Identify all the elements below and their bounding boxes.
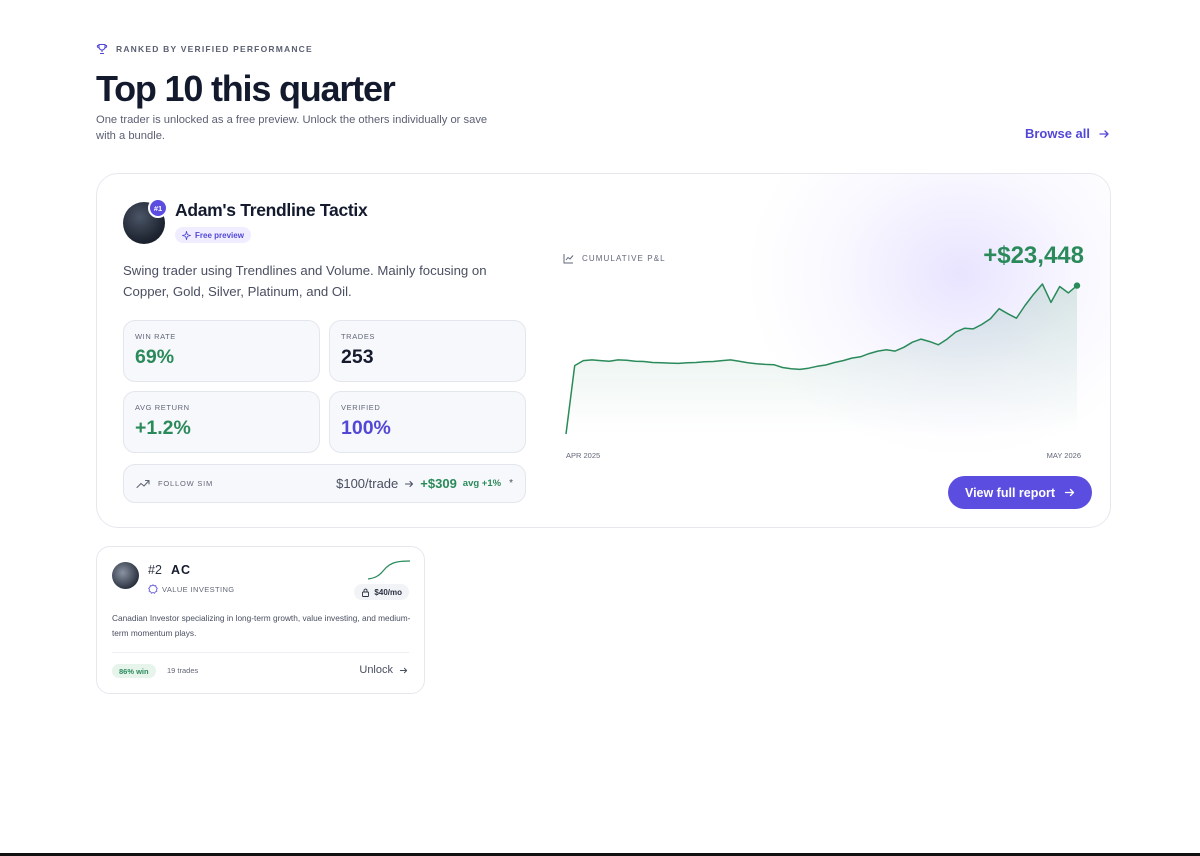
trader-name: AC <box>171 563 192 577</box>
pnl-chart <box>565 282 1081 435</box>
trader-name[interactable]: Adam's Trendline Tactix <box>175 200 368 220</box>
pnl-endpoint <box>1073 282 1081 289</box>
stat-label: TRADES <box>341 332 376 341</box>
page-title: Top 10 this quarter <box>96 68 396 109</box>
sparkle-icon <box>182 230 191 240</box>
avatar <box>112 562 139 589</box>
stat-avg-return: AVG RETURN +1.2% <box>123 391 320 453</box>
total-pnl: +$23,448 <box>983 242 1084 269</box>
follow-sim-result: $100/trade +$309 avg +1% * <box>336 476 513 491</box>
lock-icon <box>362 588 370 597</box>
badge-icon <box>148 584 158 594</box>
divider <box>112 652 409 653</box>
chart-x-end: MAY 2026 <box>1046 451 1081 460</box>
trades-count: 19 trades <box>167 666 199 675</box>
view-full-report-button[interactable]: View full report <box>948 476 1092 509</box>
stat-label: WIN RATE <box>135 332 176 341</box>
follow-sim-base: $100/trade <box>336 476 399 491</box>
stat-trades: TRADES 253 <box>329 320 526 382</box>
trophy-icon <box>96 43 108 55</box>
rank-badge: #1 <box>148 198 168 218</box>
follow-sim-label: FOLLOW SIM <box>158 479 214 488</box>
trader-description: Swing trader using Trendlines and Volume… <box>123 263 487 299</box>
follow-sim-avg: avg +1% <box>462 478 502 489</box>
stat-verified: VERIFIED 100% <box>329 391 526 453</box>
stat-label: AVG RETURN <box>135 403 190 412</box>
trader-card[interactable]: #2 AC VALUE INVESTING $40/mo Canadian In… <box>96 546 425 694</box>
browse-all-label: Browse all <box>1024 126 1090 141</box>
trending-up-icon <box>136 479 150 488</box>
win-rate-badge: 86% win <box>112 664 156 678</box>
free-preview-badge: Free preview <box>175 227 251 243</box>
free-preview-label: Free preview <box>195 230 244 240</box>
bottom-edge <box>0 853 1200 856</box>
ranking-eyebrow: RANKED BY VERIFIED PERFORMANCE <box>96 43 313 55</box>
follow-sim-profit: +$309 <box>420 476 457 491</box>
pnl-area <box>566 284 1077 434</box>
chart-label: CUMULATIVE P&L <box>563 253 666 264</box>
stat-value: 69% <box>135 346 175 368</box>
unlock-label: Unlock <box>359 664 393 676</box>
price-label: $40/mo <box>374 587 402 597</box>
trader-description: Canadian Investor specializing in long-t… <box>112 613 411 638</box>
arrow-right-icon <box>1064 488 1075 497</box>
stat-value: 253 <box>341 346 374 368</box>
mini-sparkline <box>367 560 411 580</box>
pnl-line <box>565 283 1078 435</box>
strategy-tag: VALUE INVESTING <box>148 584 235 594</box>
browse-all-link[interactable]: Browse all <box>1025 126 1110 141</box>
chart-label-text: CUMULATIVE P&L <box>582 254 666 263</box>
follow-sim-footnote: * <box>509 478 513 489</box>
arrow-right-icon <box>399 667 408 673</box>
unlock-button[interactable]: Unlock <box>359 664 408 676</box>
stat-value: +1.2% <box>135 417 191 439</box>
line-chart-icon <box>563 254 574 264</box>
stat-value: 100% <box>341 417 391 439</box>
stat-win-rate: WIN RATE 69% <box>123 320 320 382</box>
chart-x-start: APR 2025 <box>566 451 601 460</box>
eyebrow-label: RANKED BY VERIFIED PERFORMANCE <box>116 44 313 54</box>
featured-trader-card: #1 Adam's Trendline Tactix Free preview … <box>96 173 1111 528</box>
stat-label: VERIFIED <box>341 403 381 412</box>
strategy-tag-label: VALUE INVESTING <box>162 584 235 594</box>
follow-sim-row: FOLLOW SIM $100/trade +$309 avg +1% * <box>123 464 526 503</box>
view-full-report-label: View full report <box>964 485 1056 500</box>
price-badge: $40/mo <box>354 584 409 600</box>
page-subtitle: One trader is unlocked as a free preview… <box>96 114 488 142</box>
arrow-right-icon <box>1099 129 1109 138</box>
trader-rank: #2 <box>148 563 162 577</box>
arrow-right-icon <box>405 480 414 487</box>
